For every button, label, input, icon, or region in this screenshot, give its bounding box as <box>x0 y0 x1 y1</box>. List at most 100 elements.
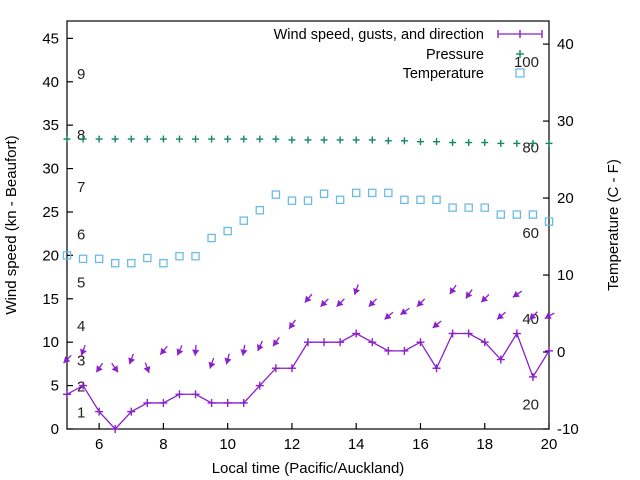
pressure-point <box>272 135 280 143</box>
wind-direction-arrow <box>399 307 410 316</box>
y-tick-label: 40 <box>42 74 59 91</box>
pressure-point <box>111 135 119 143</box>
x-tick-label: 16 <box>412 436 429 453</box>
pressure-point <box>304 136 312 144</box>
wind-speed-point <box>191 390 200 399</box>
wind-speed-point <box>95 407 104 416</box>
pressure-point <box>416 138 424 146</box>
temperature-point <box>432 195 441 205</box>
temperature-point <box>384 188 393 198</box>
pressure-point <box>545 139 553 147</box>
wind-speed-point <box>127 407 136 416</box>
temperature-point <box>368 188 377 198</box>
y2-tick-label: -10 <box>557 421 579 438</box>
wind-speed-point <box>207 398 216 407</box>
wind-direction-arrow <box>336 298 345 308</box>
wind-direction-arrow <box>368 298 378 308</box>
temperature-point <box>480 203 489 212</box>
temperature-point <box>191 252 200 261</box>
y2-tick-label: 10 <box>557 267 574 284</box>
temperature-point <box>303 196 313 205</box>
temperature-point <box>512 210 522 219</box>
x-tick-label: 18 <box>476 436 493 453</box>
temperature-point <box>127 258 136 268</box>
wind-speed-point <box>159 398 168 407</box>
beaufort-label-1: 1 <box>77 405 85 422</box>
temperature-point <box>175 252 184 261</box>
wind-speed-point <box>79 381 88 390</box>
pressure-point <box>208 135 216 143</box>
x-tick-label: 10 <box>219 436 236 453</box>
y-tick-label: 35 <box>42 117 59 134</box>
wind-speed-point <box>480 338 489 347</box>
wind-direction-arrow <box>224 353 232 365</box>
temperature-point <box>351 188 361 198</box>
pressure-point <box>63 135 71 143</box>
wind-speed-point <box>545 346 553 355</box>
temperature-point <box>448 203 457 212</box>
wind-speed-point <box>448 329 457 338</box>
temperature-point <box>94 254 104 264</box>
fahrenheit-label-80: 80 <box>522 139 539 156</box>
temperature-point <box>544 217 554 226</box>
pressure-point <box>400 137 408 145</box>
wind-speed-point <box>255 381 264 390</box>
plot-border <box>66 20 550 430</box>
beaufort-label-4: 4 <box>77 318 85 335</box>
pressure-point <box>465 139 473 147</box>
wind-speed-point <box>239 398 248 407</box>
wind-speed-line <box>66 332 550 430</box>
pressure-point <box>288 136 296 144</box>
y-tick-label: 45 <box>42 30 59 47</box>
beaufort-label-9: 9 <box>77 66 85 83</box>
pressure-point <box>384 137 392 145</box>
wind-direction-arrow <box>95 362 104 373</box>
temperature-point <box>78 254 88 264</box>
pressure-point <box>224 135 232 143</box>
wind-speed-point <box>384 346 393 355</box>
y2-tick-label: 20 <box>557 190 574 207</box>
pressure-point <box>127 135 135 143</box>
wind-direction-arrow <box>159 345 168 356</box>
wind-direction-arrow <box>353 284 360 295</box>
wind-direction-arrow <box>416 298 426 308</box>
wind-speed-point <box>352 329 361 338</box>
x-tick-label: 6 <box>95 436 103 453</box>
temperature-point <box>335 195 345 205</box>
wind-direction-arrow <box>304 293 313 303</box>
temperature-point <box>207 233 216 243</box>
pressure-point <box>143 135 151 143</box>
pressure-point <box>433 138 441 146</box>
wind-direction-arrow <box>432 320 442 329</box>
wind-direction-arrow <box>111 362 119 373</box>
temperature-point <box>319 189 329 198</box>
fahrenheit-label-100: 100 <box>514 54 539 71</box>
wind-direction-arrow <box>465 289 473 299</box>
wind-speed-point <box>320 338 329 347</box>
temperature-point <box>223 226 232 236</box>
temperature-point <box>239 216 248 225</box>
wind-direction-arrow <box>176 345 184 356</box>
pressure-point <box>256 135 264 143</box>
temperature-point <box>416 195 425 205</box>
wind-direction-arrow <box>272 336 280 347</box>
wind-direction-arrow <box>320 298 329 308</box>
y2-axis-title: Temperature (C - F) <box>605 159 622 291</box>
wind-speed-point <box>223 398 232 407</box>
wind-speed-point <box>368 338 377 347</box>
x-tick-label: 20 <box>541 436 558 453</box>
pressure-point <box>352 136 360 144</box>
fahrenheit-label-60: 60 <box>522 225 539 242</box>
wind-direction-arrow <box>512 290 523 298</box>
wind-direction-arrow <box>496 311 506 320</box>
wind-direction-arrow <box>80 344 87 356</box>
wind-direction-arrow <box>384 311 394 320</box>
pressure-point <box>368 136 376 144</box>
wind-direction-arrow <box>143 362 151 374</box>
pressure-point <box>320 136 328 144</box>
y2-tick-label: 0 <box>557 344 565 361</box>
y2-tick-label: 40 <box>557 36 574 53</box>
wind-direction-arrow <box>128 353 136 365</box>
fahrenheit-label-20: 20 <box>522 397 539 414</box>
x-axis-title: Local time (Pacific/Auckland) <box>212 460 405 477</box>
